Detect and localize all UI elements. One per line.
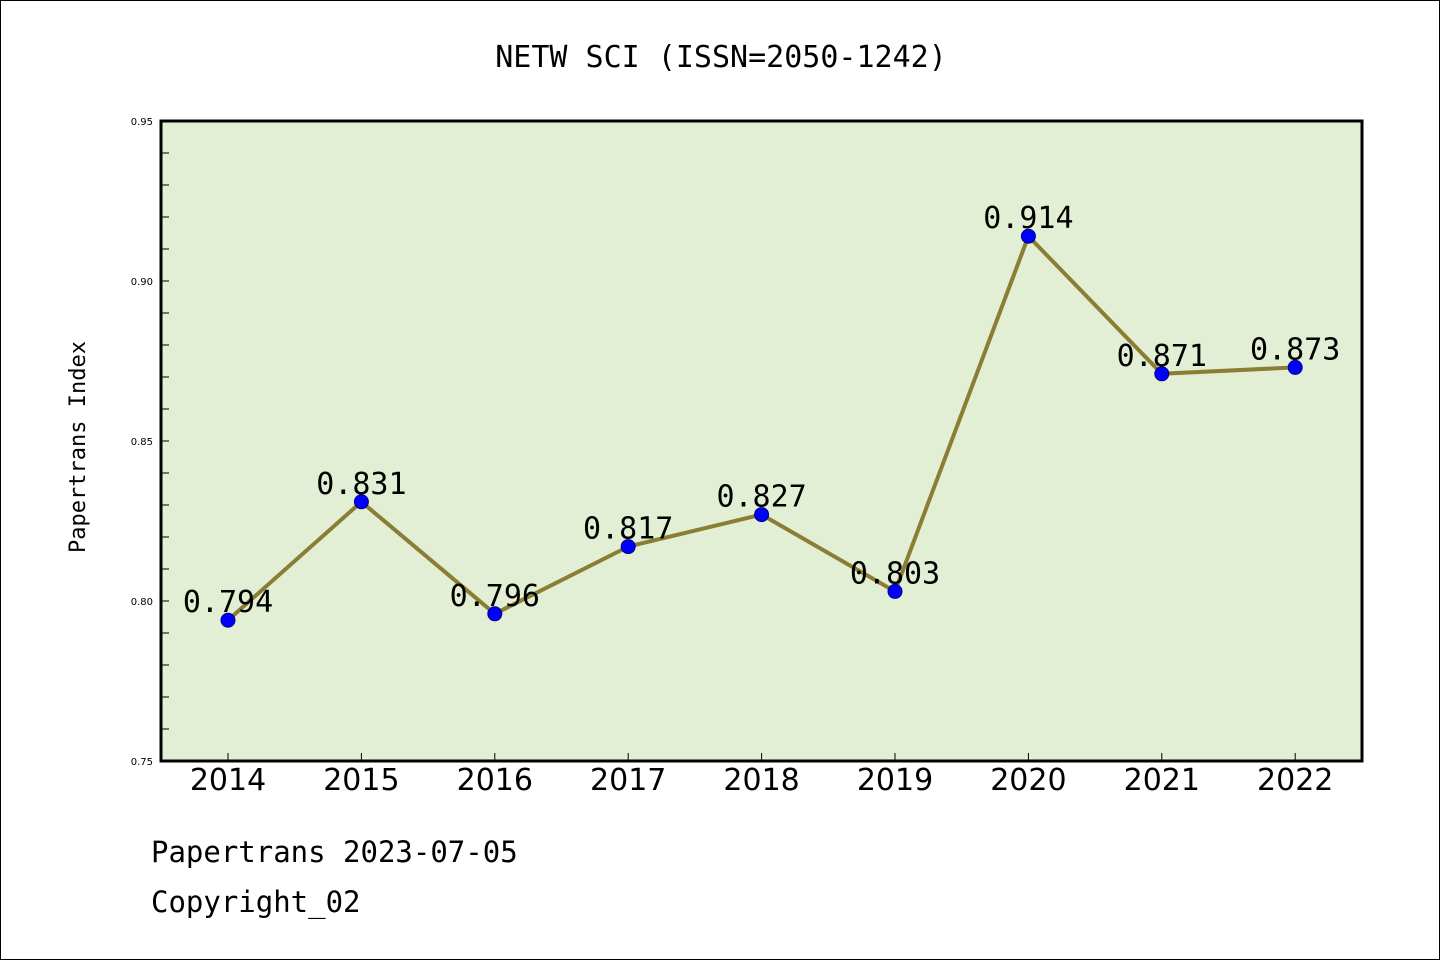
data-labels: 0.794 0.831 0.796 0.817 0.827 0.803 0.914 0.871…	[183, 201, 1341, 620]
y-tick-label: 0.95	[131, 117, 153, 128]
data-label: 0.794	[183, 585, 273, 620]
data-label: 0.827	[716, 480, 806, 515]
data-label: 0.831	[316, 467, 406, 502]
footer-copyright-line: Copyright_02	[151, 885, 361, 919]
x-tick-label: 2022	[1257, 763, 1333, 798]
x-tick-label: 2019	[857, 763, 933, 798]
y-tick-label: 0.85	[131, 437, 153, 448]
data-point	[487, 606, 503, 622]
data-point	[887, 583, 903, 599]
series-layer	[220, 228, 1303, 628]
x-tick-label: 2018	[723, 763, 799, 798]
x-tick-label: 2014	[190, 763, 266, 798]
x-tick-label: 2017	[590, 763, 666, 798]
y-tick-label: 0.80	[131, 597, 153, 608]
data-point	[1287, 359, 1303, 375]
x-tick-label: 2015	[323, 763, 399, 798]
data-label: 0.817	[583, 512, 673, 547]
x-axis: 2014 2015 2016 2017 2018 2019 2020 2021 2022	[190, 753, 1333, 798]
data-label: 0.803	[850, 556, 940, 591]
data-point	[1020, 228, 1036, 244]
y-tick-label: 0.75	[131, 757, 153, 768]
y-axis: 0.75 0.80 0.85 0.90 0.95	[131, 117, 169, 768]
data-point	[620, 539, 636, 555]
plot-area	[159, 119, 1364, 763]
y-tick-label: 0.90	[131, 277, 153, 288]
data-point	[353, 494, 369, 510]
x-tick-label: 2016	[457, 763, 533, 798]
data-point	[754, 507, 770, 523]
data-point	[220, 612, 236, 628]
data-label: 0.871	[1117, 339, 1207, 374]
x-tick-label: 2021	[1124, 763, 1200, 798]
data-label: 0.873	[1250, 332, 1340, 367]
chart-title: NETW SCI (ISSN=2050-1242)	[495, 40, 947, 75]
data-label: 0.796	[450, 579, 540, 614]
footer-date-line: Papertrans 2023-07-05	[151, 835, 518, 869]
data-point	[1154, 366, 1170, 382]
x-tick-label: 2020	[990, 763, 1066, 798]
y-axis-label: Papertrans Index	[66, 341, 91, 553]
data-label: 0.914	[983, 201, 1073, 236]
